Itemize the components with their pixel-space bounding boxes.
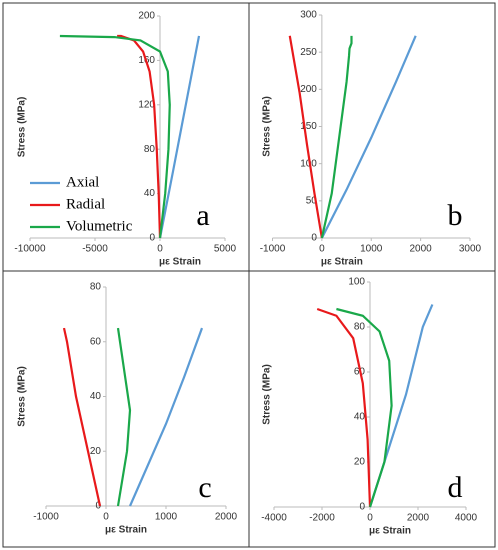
- legend-label: Radial: [66, 196, 105, 212]
- x-tick-label: -2000: [309, 513, 335, 524]
- y-tick-label: 200: [138, 11, 155, 22]
- y-tick-label: 120: [138, 99, 155, 110]
- y-tick-label: 20: [90, 446, 102, 457]
- y-tick-label: 80: [354, 322, 366, 333]
- x-tick-label: 0: [319, 244, 325, 255]
- x-axis-title: με Strain: [159, 257, 201, 268]
- y-tick-label: 250: [300, 47, 317, 58]
- y-tick-label: 200: [300, 84, 317, 95]
- y-tick-label: 80: [90, 282, 102, 293]
- x-tick-label: 2000: [407, 513, 430, 524]
- x-tick-label: 0: [367, 513, 373, 524]
- y-axis-title: Stress (MPa): [17, 366, 28, 427]
- y-tick-label: 0: [95, 501, 101, 512]
- y-tick-label: 100: [300, 158, 317, 169]
- x-tick-label: -1000: [260, 244, 286, 255]
- series-line: [117, 34, 162, 239]
- y-tick-label: 40: [90, 391, 102, 402]
- y-tick-label: 0: [149, 233, 155, 244]
- y-tick-label: 20: [354, 457, 366, 468]
- y-axis-title: Stress (MPa): [262, 96, 273, 157]
- x-tick-label: -10000: [14, 244, 46, 255]
- x-tick-label: 2000: [410, 244, 433, 255]
- legend-label: Axial: [66, 174, 99, 190]
- legend-label: Volumetric: [66, 218, 133, 234]
- y-tick-label: 40: [144, 188, 156, 199]
- x-tick-label: 3000: [459, 244, 482, 255]
- panel-label: c: [198, 471, 211, 504]
- x-tick-label: 5000: [214, 244, 237, 255]
- series-line: [59, 34, 171, 239]
- panel-label: d: [448, 471, 463, 504]
- y-tick-label: 0: [311, 233, 317, 244]
- y-tick-label: 150: [300, 121, 317, 132]
- y-tick-label: 50: [306, 195, 318, 206]
- x-axis-title: με Strain: [369, 526, 411, 537]
- panel-label: b: [448, 199, 463, 232]
- x-tick-label: 4000: [455, 513, 478, 524]
- y-tick-label: 40: [354, 412, 366, 423]
- series-line: [128, 327, 204, 507]
- x-tick-label: 0: [157, 244, 163, 255]
- y-tick-label: 300: [300, 10, 317, 21]
- y-tick-label: 80: [144, 144, 156, 155]
- series-line: [336, 307, 393, 508]
- y-axis-title: Stress (MPa): [17, 97, 28, 158]
- y-tick-label: 0: [359, 502, 365, 513]
- x-tick-label: -5000: [82, 244, 108, 255]
- x-tick-label: 1000: [155, 512, 178, 523]
- series-line: [320, 35, 353, 239]
- series-line: [316, 307, 372, 508]
- x-tick-label: 1000: [360, 244, 383, 255]
- series-line: [320, 35, 417, 239]
- panel-label: a: [196, 199, 209, 232]
- x-tick-label: 0: [103, 512, 109, 523]
- series-line: [158, 35, 201, 239]
- x-tick-label: -1000: [33, 512, 59, 523]
- series-line: [62, 327, 102, 507]
- series-line: [288, 35, 323, 239]
- y-tick-label: 100: [348, 277, 365, 288]
- x-axis-title: με Strain: [321, 257, 363, 268]
- y-axis-title: Stress (MPa): [262, 364, 273, 425]
- x-tick-label: -4000: [261, 513, 287, 524]
- x-tick-label: 2000: [215, 512, 238, 523]
- y-tick-label: 60: [90, 336, 102, 347]
- series-line: [116, 327, 132, 507]
- x-axis-title: με Strain: [105, 525, 147, 536]
